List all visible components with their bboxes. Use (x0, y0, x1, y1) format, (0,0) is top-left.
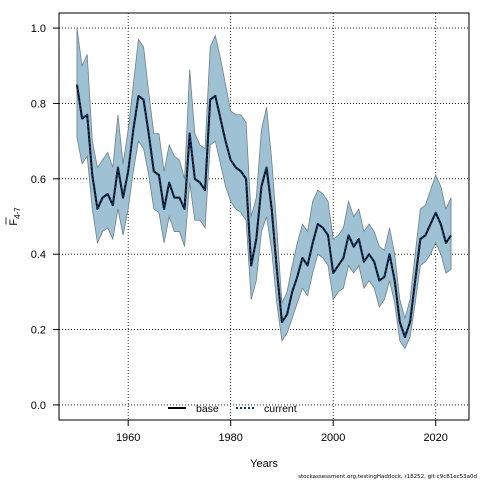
legend: base current (168, 403, 297, 415)
y-axis-title-text: F4-7 (8, 207, 22, 226)
y-axis-title-main: F (8, 219, 20, 226)
y-tick-label: 0.8 (31, 98, 46, 110)
y-tick-label: 0.0 (31, 400, 46, 412)
x-axis-title: Years (250, 458, 278, 470)
x-tick-label: 2020 (423, 432, 447, 444)
y-tick-label: 1.0 (31, 23, 46, 35)
series-line-current (75, 84, 452, 339)
y-axis-title: F4-7 (5, 207, 22, 226)
legend-label-base: base (196, 403, 219, 415)
x-tick-label: 1960 (116, 432, 140, 444)
plot-area (75, 28, 452, 350)
footnote: stockassessment.org,testingHaddock, r182… (298, 474, 477, 480)
y-axis: 0.0 0.2 0.4 0.6 0.8 1.0 (31, 23, 60, 412)
x-tick-label: 1980 (218, 432, 242, 444)
y-axis-title-subscript: 4-7 (13, 207, 22, 219)
y-tick-label: 0.6 (31, 174, 46, 186)
confidence-band (76, 28, 452, 350)
y-tick-label: 0.2 (31, 325, 46, 337)
x-axis: 1960 1980 2000 2020 (116, 419, 448, 444)
y-tick-label: 0.4 (31, 249, 46, 261)
x-tick-label: 2000 (321, 432, 345, 444)
legend-label-current: current (264, 403, 297, 415)
